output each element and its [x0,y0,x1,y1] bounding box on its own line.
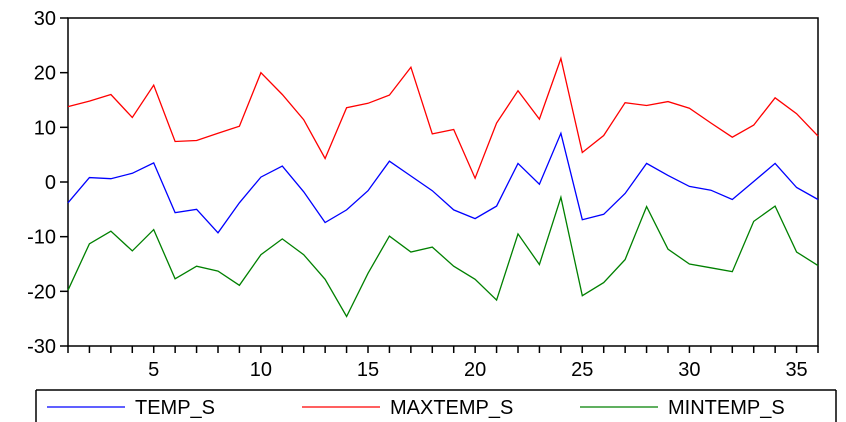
x-tick-label: 15 [357,359,379,381]
y-tick-label: 20 [34,63,56,85]
y-tick-label: 30 [34,8,56,30]
series-layer [67,56,819,318]
x-tick-label: 20 [464,359,486,381]
legend-label-maxtemp-s: MAXTEMP_S [390,397,513,419]
y-tick-label: 0 [45,172,56,194]
x-axis: 5 10 15 20 25 30 35 [67,346,819,381]
x-tick-label: 10 [250,359,272,381]
y-tick-label: -20 [27,281,56,303]
legend: TEMP_S MAXTEMP_S MINTEMP_S [35,389,837,422]
x-tick-label: 35 [785,359,807,381]
series-line-temp-s [67,131,819,234]
series-line-maxtemp-s [67,56,819,180]
x-tick-label: 5 [148,359,159,381]
series-line-mintemp-s [67,194,819,318]
x-tick-label: 25 [571,359,593,381]
plot-area [67,17,819,347]
legend-label-temp-s: TEMP_S [135,397,215,419]
y-tick-label: -10 [27,227,56,249]
legend-label-mintemp-s: MINTEMP_S [668,397,785,419]
y-axis: -30 -20 -10 0 10 20 30 [27,8,68,358]
plot-border [67,17,819,347]
y-tick-label: -30 [27,336,56,358]
y-tick-label: 10 [34,117,56,139]
x-tick-label: 30 [678,359,700,381]
